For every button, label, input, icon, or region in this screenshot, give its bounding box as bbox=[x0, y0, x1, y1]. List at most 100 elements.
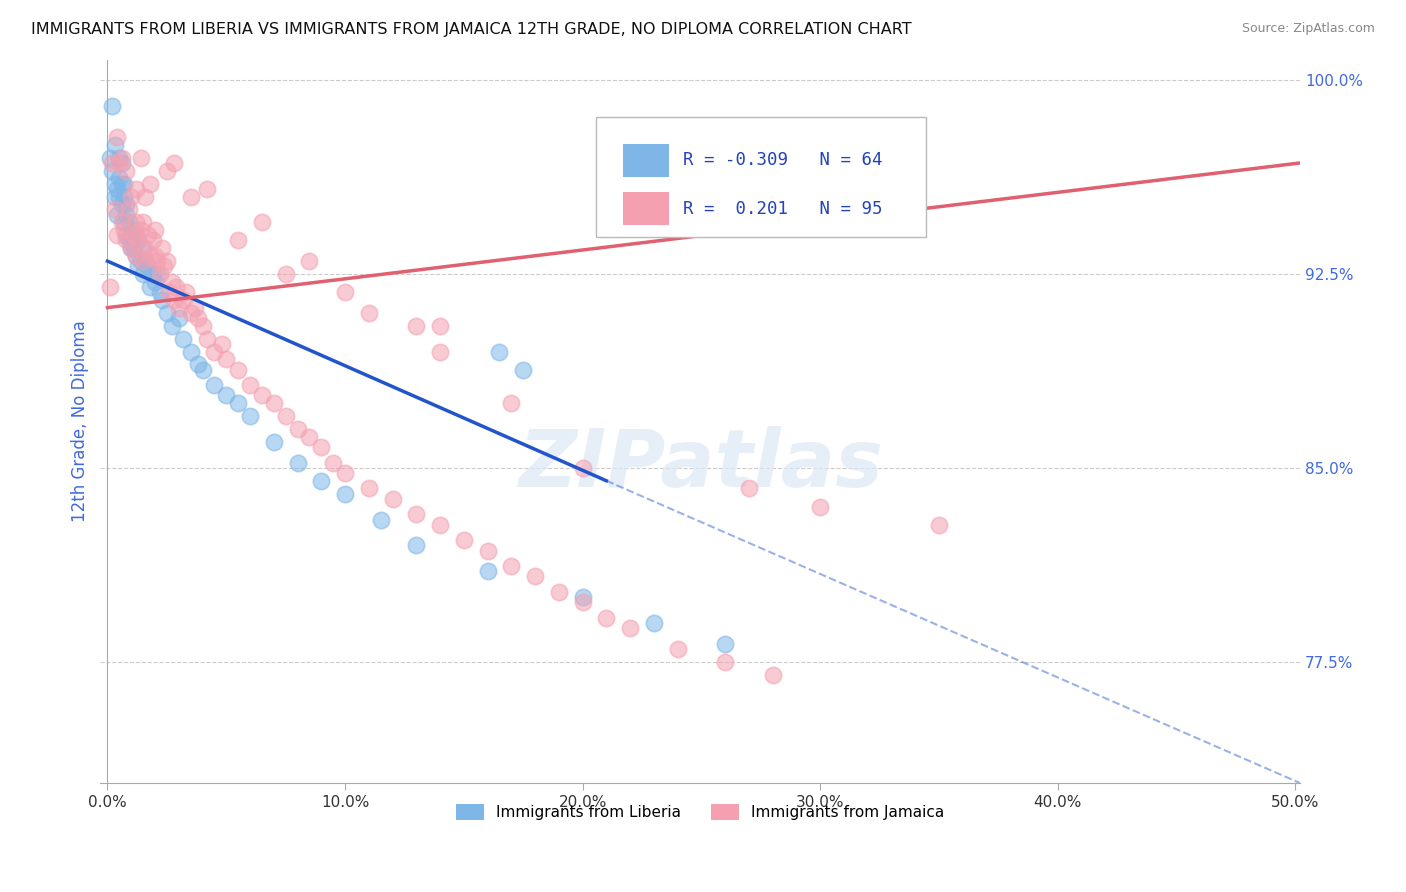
Point bbox=[571, 460, 593, 475]
Point bbox=[146, 267, 169, 281]
Point bbox=[274, 267, 297, 281]
Point bbox=[808, 500, 831, 514]
Point bbox=[762, 667, 785, 681]
Point bbox=[311, 440, 333, 454]
Point bbox=[98, 151, 121, 165]
Point bbox=[122, 228, 145, 243]
Point bbox=[111, 215, 134, 229]
Point bbox=[160, 318, 183, 333]
Point bbox=[127, 260, 149, 274]
Point bbox=[619, 621, 641, 635]
Point bbox=[928, 517, 950, 532]
Point bbox=[191, 362, 214, 376]
Point bbox=[163, 156, 186, 170]
Point bbox=[180, 344, 202, 359]
Point bbox=[149, 285, 172, 300]
Point bbox=[298, 430, 321, 444]
Point bbox=[287, 456, 309, 470]
Point bbox=[146, 254, 169, 268]
Point bbox=[115, 208, 138, 222]
Point bbox=[101, 99, 124, 113]
Point bbox=[187, 310, 209, 325]
Point bbox=[226, 396, 249, 410]
Point bbox=[156, 254, 179, 268]
Point bbox=[136, 228, 159, 243]
Point bbox=[571, 595, 593, 609]
Point bbox=[250, 388, 273, 402]
Bar bbox=[623, 193, 669, 225]
Point bbox=[139, 249, 162, 263]
Point bbox=[226, 234, 249, 248]
Point bbox=[501, 396, 523, 410]
Point bbox=[125, 228, 148, 243]
Point bbox=[149, 267, 172, 281]
Text: Source: ZipAtlas.com: Source: ZipAtlas.com bbox=[1241, 22, 1375, 36]
Point bbox=[153, 260, 176, 274]
Point bbox=[191, 318, 214, 333]
Text: R =  0.201   N = 95: R = 0.201 N = 95 bbox=[683, 200, 883, 218]
Point bbox=[125, 249, 148, 263]
Point bbox=[184, 301, 207, 315]
Point bbox=[333, 486, 356, 500]
Point bbox=[215, 388, 238, 402]
Point bbox=[101, 163, 124, 178]
Point bbox=[112, 215, 135, 229]
Point bbox=[136, 260, 159, 274]
Point bbox=[357, 482, 380, 496]
Point bbox=[311, 474, 333, 488]
Text: ZIPatlas: ZIPatlas bbox=[517, 425, 883, 504]
Bar bbox=[623, 145, 669, 177]
Point bbox=[160, 275, 183, 289]
Point bbox=[104, 137, 127, 152]
Point bbox=[333, 285, 356, 300]
Point bbox=[98, 280, 121, 294]
Point bbox=[738, 482, 761, 496]
Point bbox=[104, 202, 127, 217]
Point bbox=[142, 234, 165, 248]
Point bbox=[104, 189, 127, 203]
Point bbox=[108, 151, 131, 165]
Point bbox=[125, 215, 148, 229]
Point bbox=[180, 189, 202, 203]
Point bbox=[105, 208, 128, 222]
Point bbox=[150, 241, 173, 255]
Point bbox=[112, 177, 135, 191]
Point bbox=[215, 352, 238, 367]
Point bbox=[108, 189, 131, 203]
Point bbox=[524, 569, 547, 583]
Point bbox=[143, 275, 166, 289]
Point bbox=[157, 285, 180, 300]
Point bbox=[108, 156, 131, 170]
Point bbox=[202, 344, 225, 359]
Point bbox=[643, 615, 665, 630]
Point bbox=[129, 151, 152, 165]
Point bbox=[105, 228, 128, 243]
Point bbox=[274, 409, 297, 424]
Point bbox=[112, 223, 135, 237]
Point bbox=[134, 189, 156, 203]
Point bbox=[370, 512, 392, 526]
Point bbox=[115, 234, 138, 248]
Point bbox=[111, 177, 134, 191]
Point bbox=[239, 378, 262, 392]
Point bbox=[115, 228, 138, 243]
FancyBboxPatch shape bbox=[596, 118, 925, 237]
Point bbox=[165, 280, 187, 294]
Point bbox=[118, 202, 141, 217]
Point bbox=[132, 215, 155, 229]
Point bbox=[120, 241, 142, 255]
Point bbox=[122, 241, 145, 255]
Point bbox=[173, 293, 195, 307]
Point bbox=[139, 280, 162, 294]
Text: R = -0.309   N = 64: R = -0.309 N = 64 bbox=[683, 152, 883, 169]
Point bbox=[429, 517, 451, 532]
Point bbox=[512, 362, 534, 376]
Legend: Immigrants from Liberia, Immigrants from Jamaica: Immigrants from Liberia, Immigrants from… bbox=[450, 797, 950, 826]
Point bbox=[105, 130, 128, 145]
Point bbox=[174, 285, 197, 300]
Point bbox=[111, 151, 134, 165]
Point bbox=[142, 267, 165, 281]
Point bbox=[263, 435, 285, 450]
Point bbox=[239, 409, 262, 424]
Point bbox=[120, 189, 142, 203]
